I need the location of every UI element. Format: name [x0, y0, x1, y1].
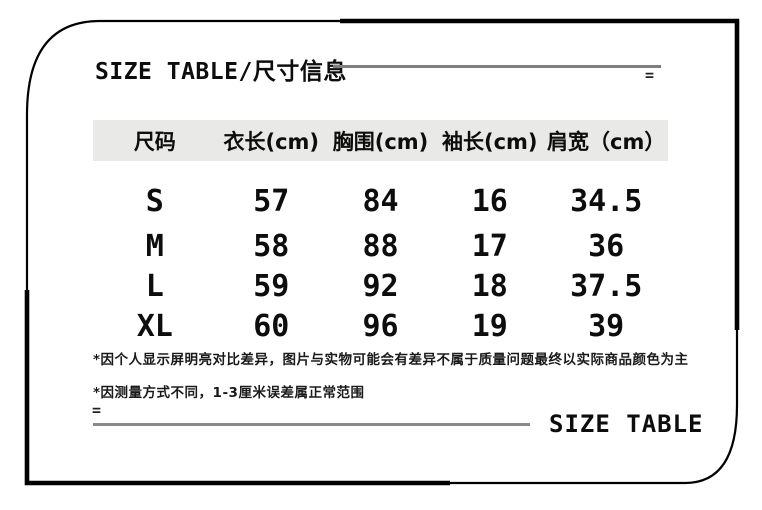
table-row-xl: XL 60 96 19 39 — [93, 308, 668, 344]
sleeve-cell: 18 — [471, 268, 508, 304]
chest-cell: 84 — [362, 183, 399, 219]
length-cell: 59 — [253, 268, 290, 304]
shoulder-cell: 39 — [588, 308, 625, 344]
column-header-chest: 胸围(cm) — [332, 129, 429, 154]
disclaimer-note-measurement: *因测量方式不同，1-3厘米误差属正常范围 — [93, 385, 365, 401]
table-header-row: 尺码 衣长(cm) 胸围(cm) 袖长(cm) 肩宽（cm） — [93, 120, 668, 161]
length-cell: 57 — [253, 183, 290, 219]
size-cell: S — [145, 183, 164, 219]
column-header-shoulder: 肩宽（cm） — [547, 129, 666, 154]
table-row-m: M 58 88 17 36 — [93, 228, 668, 264]
sleeve-cell: 16 — [471, 183, 508, 219]
top-divider-line — [333, 65, 661, 68]
size-cell: M — [145, 228, 164, 264]
bottom-divider-line — [93, 423, 530, 426]
size-cell: XL — [136, 308, 173, 344]
bottom-equals-mark: = — [92, 401, 102, 419]
disclaimer-note-color: *因个人显示屏明亮对比差异，图片与实物可能会有差异不属于质量问题最终以实际商品颜… — [93, 352, 689, 368]
length-cell: 60 — [253, 308, 290, 344]
size-cell: L — [145, 268, 164, 304]
column-header-size: 尺码 — [133, 129, 176, 154]
chest-cell: 88 — [362, 228, 399, 264]
column-header-sleeve: 袖长(cm) — [441, 129, 538, 154]
shoulder-cell: 36 — [588, 228, 625, 264]
shoulder-cell: 37.5 — [570, 268, 643, 304]
chest-cell: 96 — [362, 308, 399, 344]
top-equals-mark: = — [645, 66, 655, 84]
footer-label: SIZE TABLE — [549, 410, 704, 438]
column-header-length: 衣长(cm) — [223, 129, 320, 154]
page-title: SIZE TABLE/尺寸信息 — [95, 59, 347, 85]
shoulder-cell: 34.5 — [570, 183, 643, 219]
chest-cell: 92 — [362, 268, 399, 304]
table-row-l: L 59 92 18 37.5 — [93, 268, 668, 304]
sleeve-cell: 17 — [471, 228, 508, 264]
length-cell: 58 — [253, 228, 290, 264]
table-row-s: S 57 84 16 34.5 — [93, 183, 668, 219]
sleeve-cell: 19 — [471, 308, 508, 344]
